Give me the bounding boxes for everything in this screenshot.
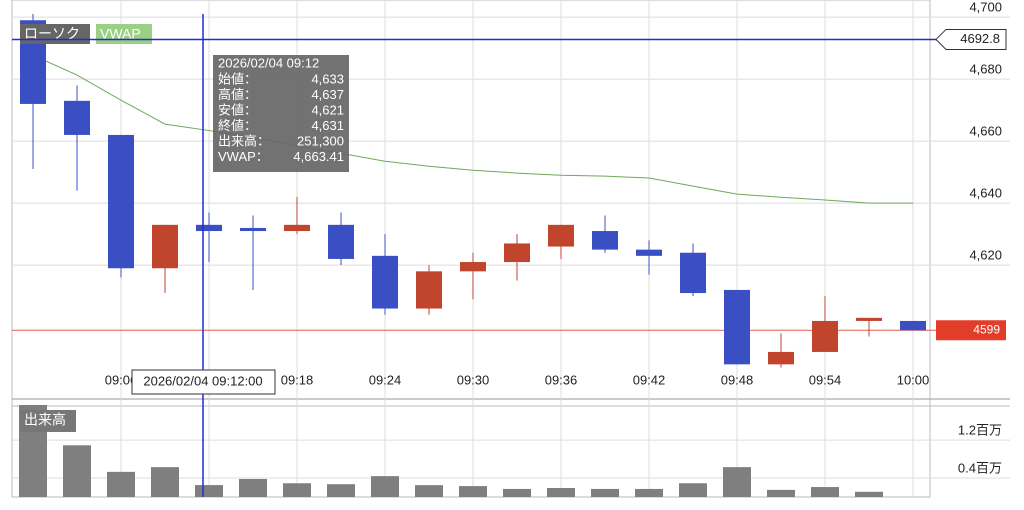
- crosshair-time-label: 2026/02/04 09:12:00: [143, 373, 262, 388]
- candle-body: [900, 320, 926, 331]
- x-tick-label: 09:36: [545, 372, 578, 387]
- y-tick-label: 4,620: [969, 248, 1002, 263]
- candle-body: [284, 224, 310, 232]
- volume-bar: [327, 484, 355, 497]
- volume-bar: [811, 487, 839, 497]
- candle-body: [680, 252, 706, 294]
- tooltip-title: 2026/02/04 09:12: [218, 55, 319, 70]
- volume-bar: [503, 488, 531, 497]
- candle-body: [768, 351, 794, 365]
- x-tick-label: 09:18: [281, 372, 314, 387]
- candle-body: [724, 289, 750, 365]
- volume-bar: [855, 491, 883, 497]
- volume-bar: [459, 486, 487, 497]
- volume-bar: [283, 483, 311, 497]
- candle-body: [812, 320, 838, 352]
- tooltip-row-value: 4,621: [311, 102, 344, 117]
- volume-bar: [107, 471, 135, 497]
- x-tick-label: 09:24: [369, 372, 402, 387]
- volume-bar: [195, 485, 223, 497]
- volume-bar: [723, 467, 751, 497]
- tooltip-row-value: 4,663.41: [293, 149, 344, 164]
- volume-bar: [767, 489, 795, 497]
- plot-frame: [11, 0, 931, 498]
- tooltip-row-value: 4,631: [311, 118, 344, 133]
- x-tick-label: 10:00: [897, 372, 930, 387]
- volume-bar: [547, 487, 575, 497]
- y-tick-label: 4,640: [969, 186, 1002, 201]
- candle-body: [548, 224, 574, 247]
- y-tick-label: 4,680: [969, 62, 1002, 77]
- tooltip-row-label: 終値：: [218, 118, 257, 133]
- tooltip: [213, 55, 349, 172]
- x-tick-label: 09:48: [721, 372, 754, 387]
- y2-tick-label: 0.4百万: [958, 460, 1002, 475]
- volume-bar: [239, 478, 267, 497]
- volume-bar: [151, 467, 179, 497]
- tooltip-row-value: 4,633: [311, 71, 344, 86]
- volume-bar: [591, 488, 619, 497]
- tooltip-row-label: VWAP：: [218, 149, 269, 164]
- candle-body: [152, 224, 178, 269]
- tooltip-row-label: 高値：: [218, 87, 257, 102]
- tooltip-row-label: 始値：: [218, 71, 257, 86]
- last-price-box: [936, 320, 1006, 341]
- candle-body: [460, 262, 486, 272]
- candle-body: [504, 243, 530, 263]
- volume-bar: [371, 476, 399, 497]
- vwap-line: [32, 54, 913, 204]
- legend-label: 出来高: [24, 412, 66, 428]
- legend-label: ローソク: [24, 26, 80, 42]
- crosshair-price-label: 4692.8: [960, 31, 1000, 46]
- candle-body: [416, 271, 442, 309]
- candle-body: [108, 134, 134, 269]
- candle-body: [636, 249, 662, 256]
- x-tick-label: 09:06: [105, 372, 138, 387]
- candle-body: [328, 224, 354, 259]
- y-tick-label: 4,660: [969, 124, 1002, 139]
- crosshair-price-box: [935, 28, 1007, 50]
- x-tick-label: 09:42: [633, 372, 666, 387]
- volume-bar: [635, 488, 663, 497]
- volume-bar: [679, 483, 707, 497]
- x-tick-label: 09:30: [457, 372, 490, 387]
- volume-bar: [63, 445, 91, 497]
- candle-body: [64, 100, 90, 135]
- candle-body: [196, 224, 222, 232]
- tooltip-row-value: 251,300: [297, 133, 344, 148]
- volume-bar: [415, 485, 443, 497]
- candle-body: [856, 317, 882, 321]
- candle-body: [372, 255, 398, 309]
- candle-body: [592, 231, 618, 250]
- y-tick-label: 4,700: [969, 0, 1002, 15]
- tooltip-row-label: 安値：: [218, 102, 257, 117]
- crosshair-time-box: [131, 369, 276, 395]
- legend-box: [20, 410, 76, 432]
- tooltip-row-value: 4,637: [311, 87, 344, 102]
- tooltip-row-label: 出来高：: [218, 133, 270, 148]
- y2-tick-label: 1.2百万: [958, 423, 1002, 438]
- last-price-label: 4599: [973, 322, 1000, 336]
- candle-body: [240, 227, 266, 232]
- legend-label: VWAP: [100, 26, 141, 42]
- x-tick-label: 09:54: [809, 372, 842, 387]
